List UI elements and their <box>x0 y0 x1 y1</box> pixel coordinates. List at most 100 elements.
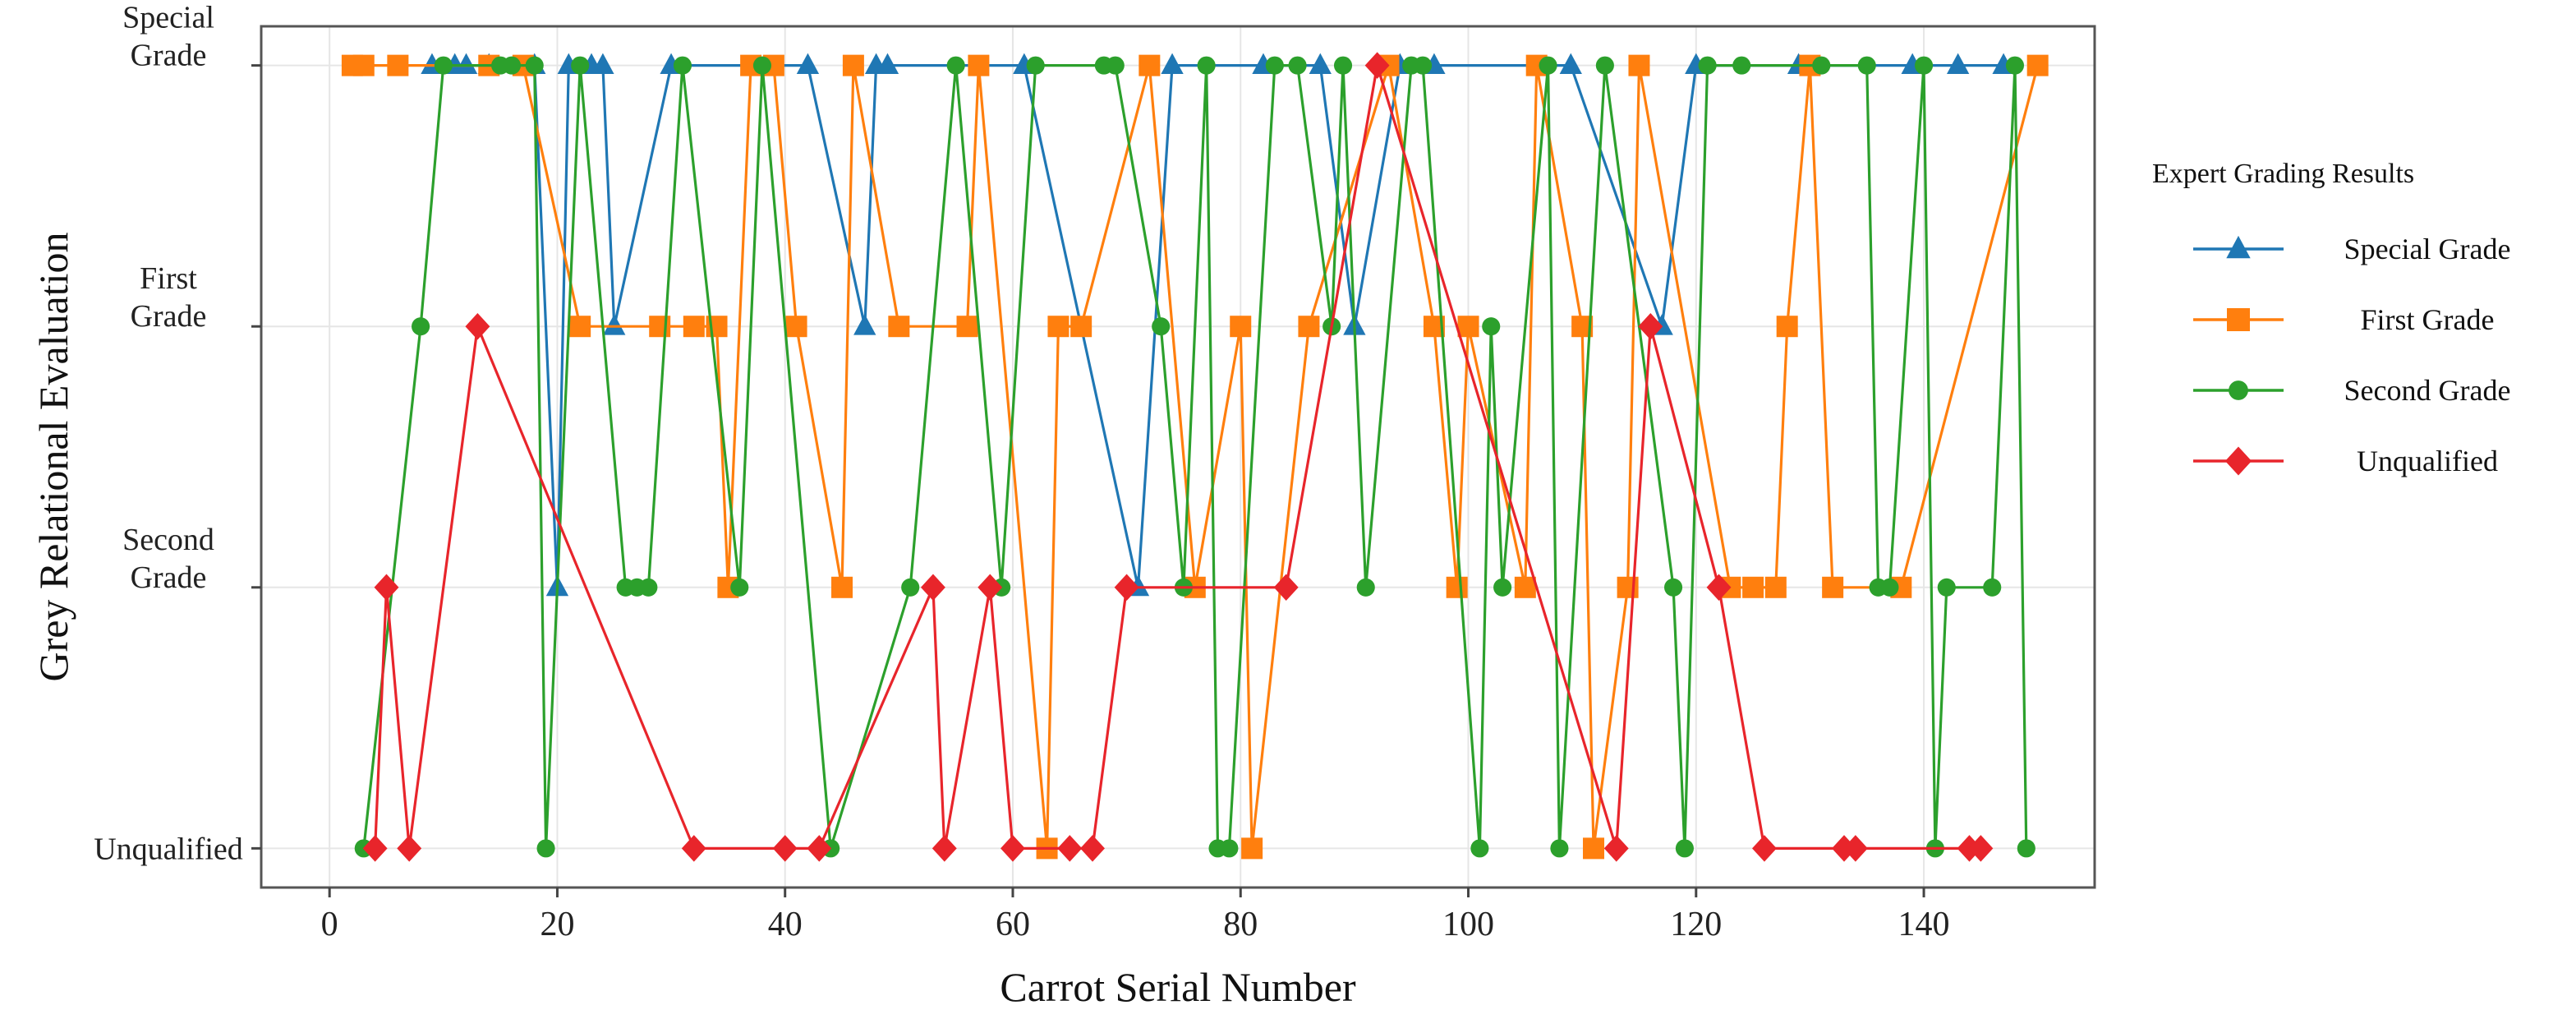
data-point <box>639 578 658 597</box>
data-point <box>374 574 399 602</box>
data-point <box>525 56 544 75</box>
data-point <box>1230 316 1252 338</box>
data-point <box>1842 835 1868 862</box>
data-point <box>2226 235 2251 259</box>
data-point <box>1152 317 1171 336</box>
data-point <box>876 53 899 75</box>
data-point <box>730 578 749 597</box>
data-point <box>1364 52 1390 79</box>
data-point <box>1356 578 1375 597</box>
data-point <box>603 314 626 335</box>
data-point <box>1539 56 1557 75</box>
data-point <box>1968 835 1994 862</box>
x-tick-label: 40 <box>768 906 803 943</box>
data-point <box>1732 56 1751 75</box>
axis-ticks: 0 20 40 60 80 100 120 140UnqualifiedSecondGrade… <box>94 1 1949 943</box>
data-point <box>1880 578 1899 597</box>
data-point <box>932 835 957 862</box>
data-point <box>1273 574 1299 602</box>
plot-frame <box>260 25 2096 889</box>
y-tick-label: Grade <box>131 560 207 595</box>
y-tick-label: Grade <box>131 299 207 334</box>
data-point <box>1138 54 1161 76</box>
legend-label: Special Grade <box>2344 233 2511 265</box>
series-layer <box>341 52 2049 862</box>
data-point <box>1000 835 1025 862</box>
data-point <box>362 835 388 862</box>
data-point <box>454 53 478 75</box>
x-tick-label: 0 <box>321 906 338 943</box>
data-point <box>673 56 692 75</box>
data-point <box>434 56 453 75</box>
data-point <box>683 316 705 338</box>
data-point <box>1309 53 1332 75</box>
data-point <box>807 835 832 862</box>
data-point <box>1559 53 1582 75</box>
data-point <box>901 578 920 597</box>
y-tick-label: Unqualified <box>94 832 243 866</box>
series-first-grade <box>341 54 2049 860</box>
legend: Expert Grading Results Special Grade Firs… <box>2152 159 2510 477</box>
data-point <box>1482 317 1501 336</box>
data-point <box>1161 53 1184 75</box>
data-point <box>397 835 422 862</box>
data-point <box>1220 839 1239 858</box>
data-point <box>1197 56 1216 75</box>
data-point <box>412 317 430 336</box>
data-point <box>785 316 807 338</box>
x-tick-label: 80 <box>1223 906 1258 943</box>
data-point <box>1241 837 1263 860</box>
data-point <box>1057 835 1083 862</box>
data-point <box>752 56 772 75</box>
data-point <box>2229 380 2248 400</box>
data-point <box>1414 56 1433 75</box>
data-point <box>569 316 591 338</box>
data-point <box>1698 56 1717 75</box>
data-point <box>1595 56 1614 75</box>
data-point <box>1493 578 1512 597</box>
data-point <box>888 316 910 338</box>
data-point <box>1617 576 1639 598</box>
data-point <box>571 56 590 75</box>
data-point <box>1446 576 1468 598</box>
data-point <box>978 574 1003 602</box>
x-tick-label: 60 <box>996 906 1030 943</box>
data-point <box>502 56 522 75</box>
data-point <box>772 835 798 862</box>
data-point <box>1857 56 1876 75</box>
data-point <box>1914 56 1934 75</box>
data-point <box>1550 839 1569 858</box>
y-tick-label: Grade <box>131 39 207 73</box>
data-point <box>1983 578 2002 597</box>
series-second-grade <box>354 56 2036 858</box>
data-point <box>1583 837 1605 860</box>
data-point <box>1080 835 1105 862</box>
data-point <box>1638 312 1663 340</box>
data-point <box>2026 54 2049 76</box>
data-point <box>1106 56 1125 75</box>
data-point <box>1628 54 1650 76</box>
data-point <box>2005 56 2025 75</box>
y-axis-title: Grey Relational Evaluation <box>30 232 76 681</box>
data-point <box>681 835 706 862</box>
data-point <box>968 54 990 76</box>
legend-label: Unqualified <box>2357 445 2498 477</box>
data-point <box>956 316 978 338</box>
data-point <box>1706 574 1732 602</box>
data-point <box>1070 316 1092 338</box>
legend-item: Unqualified <box>2193 445 2498 477</box>
legend-item: Special Grade <box>2193 233 2510 265</box>
data-point <box>1457 316 1479 338</box>
y-tick-label: First <box>140 261 197 296</box>
data-point <box>2017 839 2036 858</box>
y-tick-label: Second <box>122 523 214 557</box>
data-point <box>1288 56 1307 75</box>
x-tick-label: 20 <box>540 906 574 943</box>
data-point <box>842 54 864 76</box>
data-point <box>1470 839 1489 858</box>
data-point <box>1114 574 1139 602</box>
data-point <box>831 576 853 598</box>
data-point <box>352 54 375 76</box>
data-point <box>796 53 820 75</box>
